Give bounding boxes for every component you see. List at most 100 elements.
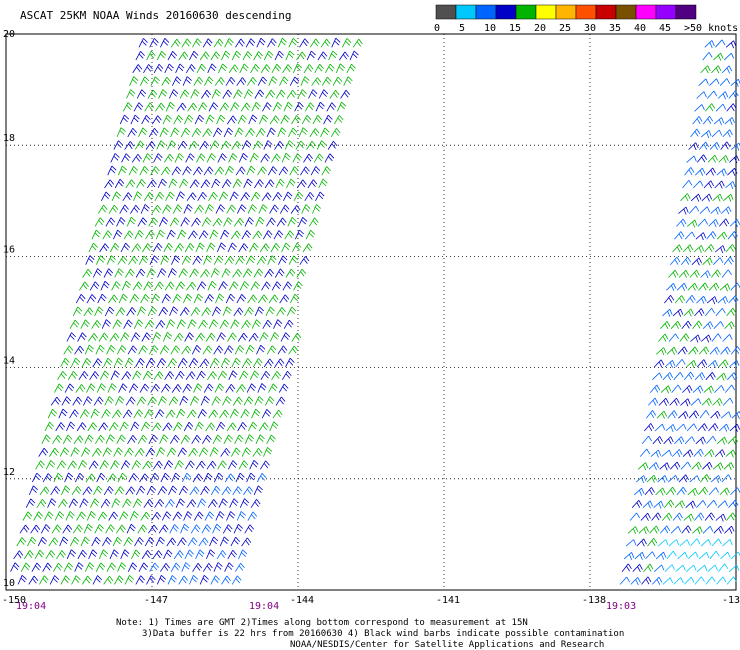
wind-barb	[132, 498, 143, 508]
wind-barb	[181, 345, 192, 355]
wind-barb	[178, 268, 188, 278]
wind-barb	[302, 243, 313, 253]
wind-barb	[173, 422, 183, 432]
wind-barb	[244, 306, 254, 317]
wind-barb	[67, 460, 78, 470]
wind-barb	[702, 115, 714, 125]
wind-barb	[726, 103, 737, 112]
wind-barb	[222, 524, 233, 534]
wind-barb	[234, 127, 244, 138]
wind-barb	[51, 524, 62, 534]
wind-barb	[116, 345, 127, 355]
wind-barb	[74, 345, 85, 355]
wind-barb	[66, 421, 76, 432]
wind-barb	[69, 409, 79, 419]
wind-barb	[193, 76, 204, 86]
wind-barb	[133, 319, 144, 329]
wind-barb	[227, 460, 238, 470]
wind-barb	[243, 178, 253, 189]
wind-barb	[206, 242, 216, 253]
wind-barb	[730, 346, 740, 355]
wind-barb	[686, 219, 698, 228]
wind-barb	[79, 281, 89, 291]
wind-barb	[256, 256, 267, 265]
wind-barb	[287, 217, 297, 227]
wind-barb	[175, 63, 185, 74]
wind-barb	[696, 91, 707, 99]
wind-barb	[238, 243, 249, 253]
wind-barb	[307, 179, 318, 189]
legend-label: 25	[559, 23, 571, 34]
wind-barb	[208, 319, 219, 329]
wind-barb	[221, 50, 231, 61]
wind-barb	[131, 243, 142, 253]
wind-barb	[117, 472, 127, 483]
wind-barb	[120, 460, 131, 470]
wind-barb	[83, 307, 94, 317]
wind-barb	[273, 230, 284, 240]
wind-barb	[722, 129, 733, 138]
wind-barb	[122, 498, 132, 508]
wind-barb	[673, 577, 684, 585]
wind-barb	[164, 63, 174, 74]
wind-barb	[203, 166, 214, 176]
wind-barb	[266, 217, 276, 227]
wind-barb	[662, 372, 674, 381]
wind-barb	[260, 153, 271, 163]
wind-barb	[118, 165, 128, 176]
y-tick-label: 14	[3, 356, 15, 367]
wind-barb	[682, 244, 694, 253]
wind-barb	[695, 167, 706, 176]
wind-barb	[112, 319, 122, 329]
wind-barb	[245, 344, 255, 355]
wind-barb	[337, 101, 347, 112]
wind-barb	[181, 38, 192, 48]
wind-barb	[192, 255, 203, 265]
wind-barb	[138, 38, 148, 48]
wind-barb	[213, 562, 223, 572]
wind-barb	[280, 332, 291, 342]
wind-barb	[133, 102, 144, 112]
wind-barb	[720, 141, 731, 150]
wind-barb	[232, 178, 243, 189]
wind-barb	[125, 486, 136, 496]
wind-barb	[204, 204, 215, 214]
wind-barb	[199, 358, 210, 368]
wind-barb	[690, 128, 701, 138]
wind-barb	[266, 434, 276, 444]
wind-barb	[68, 498, 79, 508]
wind-barb	[163, 242, 173, 253]
wind-barb	[225, 165, 235, 176]
wind-barb	[262, 319, 273, 329]
wind-barb	[63, 562, 74, 572]
wind-barb	[343, 76, 353, 86]
legend-label: 10	[484, 23, 496, 34]
wind-barb	[256, 344, 266, 355]
wind-barb	[714, 180, 725, 189]
wind-barb	[233, 217, 244, 227]
wind-barb	[728, 499, 739, 508]
wind-barb	[102, 230, 113, 240]
wind-barb	[309, 38, 320, 48]
wind-barb	[135, 268, 146, 278]
wind-barb	[143, 192, 154, 202]
wind-barb	[38, 447, 49, 457]
wind-barb	[84, 434, 94, 444]
wind-barb	[69, 319, 80, 329]
wind-barb	[658, 397, 670, 406]
legend-label: 40	[634, 23, 646, 34]
wind-barb	[237, 422, 247, 432]
wind-barb	[283, 191, 293, 201]
wind-barb	[214, 472, 224, 483]
wind-barb	[217, 370, 228, 380]
wind-barb	[678, 269, 690, 278]
wind-barb	[710, 206, 721, 215]
wind-barb	[232, 269, 243, 278]
wind-barb	[153, 371, 164, 381]
wind-barb	[680, 461, 692, 470]
wind-barb	[274, 268, 285, 278]
wind-barb	[258, 422, 269, 432]
wind-barb	[694, 372, 706, 381]
y-tick-label: 16	[3, 244, 15, 255]
wind-barb	[205, 422, 216, 432]
